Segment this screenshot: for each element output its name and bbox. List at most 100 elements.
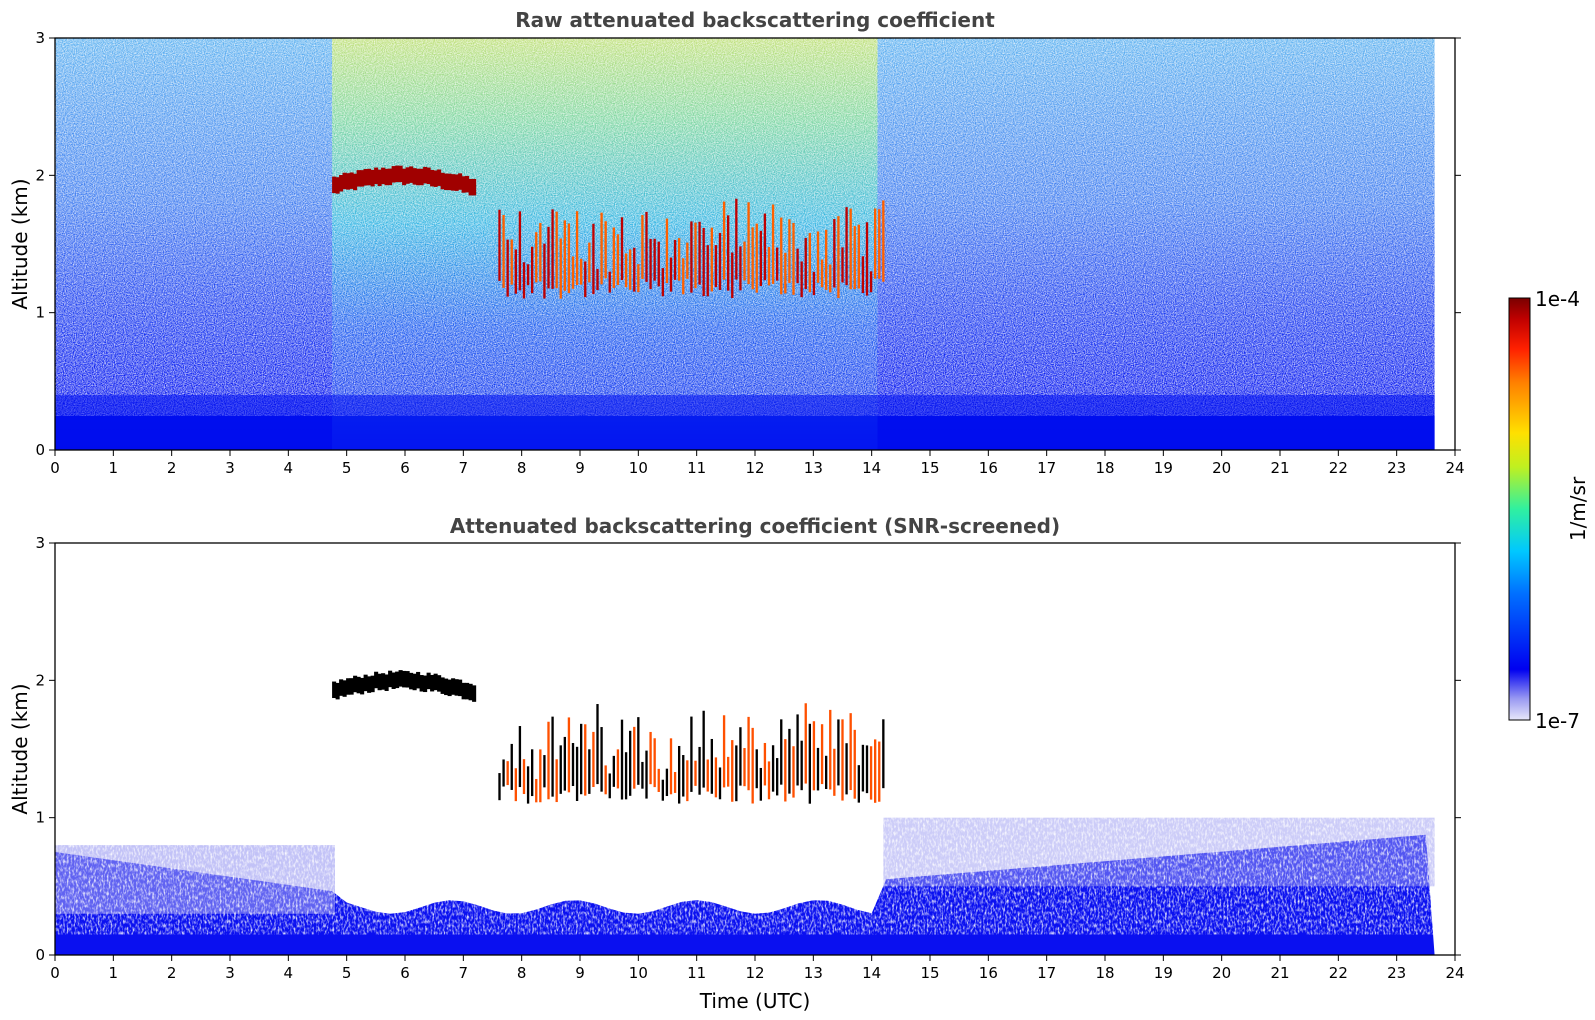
cloud-field-mark bbox=[698, 746, 701, 795]
y-tick-label: 2 bbox=[35, 166, 45, 184]
cloud-layer-mark bbox=[472, 685, 477, 702]
x-tick-label: 22 bbox=[1329, 964, 1348, 982]
cloud-field-mark bbox=[857, 765, 860, 803]
cloud-field-mark bbox=[780, 217, 783, 295]
cloud-field-mark bbox=[812, 271, 816, 296]
cloud-layer-mark bbox=[454, 174, 459, 191]
cloud-field-mark bbox=[804, 237, 807, 290]
cloud-layer-mark bbox=[370, 169, 375, 187]
cloud-field-mark bbox=[624, 752, 628, 800]
cloud-field-mark bbox=[665, 768, 669, 797]
cloud-field-mark bbox=[751, 727, 754, 804]
cloud-layer-mark bbox=[461, 176, 466, 193]
heatmap-panel-0: 0 1 2 3 4 5 6 7 8 9 10 11 12 13 14 15 16 17 18 19 20 21 22 23 24… bbox=[35, 29, 1464, 477]
cloud-field-mark bbox=[682, 258, 685, 295]
cloud-layer-mark bbox=[363, 674, 368, 692]
cloud-field-mark bbox=[498, 209, 501, 281]
cloud-field-mark bbox=[874, 208, 877, 279]
x-tick-label: 20 bbox=[1212, 459, 1231, 477]
cloud-layer-mark bbox=[468, 178, 473, 196]
cloud-layer-mark bbox=[465, 682, 470, 700]
x-tick-label: 13 bbox=[804, 964, 823, 982]
cloud-field-mark bbox=[878, 209, 881, 279]
cloud-layer-mark bbox=[444, 173, 449, 191]
x-tick-label: 1 bbox=[109, 459, 119, 477]
x-tick-label: 2 bbox=[167, 964, 177, 982]
cloud-layer-mark bbox=[370, 675, 375, 693]
x-tick-label: 0 bbox=[50, 459, 60, 477]
cloud-field-mark bbox=[771, 745, 775, 792]
axis-ticks-0: 0 1 2 3 4 5 6 7 8 9 10 11 12 13 14 15 16 17 18 19 20 21 22 23 24… bbox=[35, 29, 1464, 477]
cloud-field-mark bbox=[714, 245, 718, 288]
y-tick-label: 0 bbox=[35, 946, 45, 964]
cloud-field-mark bbox=[661, 268, 664, 297]
cloud-field-mark bbox=[849, 713, 852, 791]
cloud-layer-mark bbox=[349, 172, 354, 189]
cloud-field-mark bbox=[514, 768, 517, 802]
cloud-layer-mark bbox=[381, 167, 386, 185]
cloud-field-mark bbox=[498, 773, 501, 801]
cloud-field-mark bbox=[718, 232, 722, 291]
cloud-field-mark bbox=[792, 222, 795, 295]
cloud-field-mark bbox=[678, 238, 681, 281]
cloud-field-mark bbox=[808, 232, 811, 293]
x-tick-label: 15 bbox=[920, 459, 939, 477]
x-tick-label: 18 bbox=[1095, 964, 1114, 982]
cloud-field-mark bbox=[682, 755, 685, 797]
cloud-field-mark bbox=[759, 230, 762, 287]
cloud-field-mark bbox=[543, 243, 546, 299]
cloud-field-mark bbox=[865, 222, 869, 296]
x-tick-label: 13 bbox=[804, 459, 823, 477]
cloud-field-mark bbox=[727, 756, 730, 787]
cloud-field-mark bbox=[543, 755, 546, 788]
y-tick-label: 1 bbox=[35, 809, 45, 827]
cloud-layer-mark bbox=[395, 671, 400, 689]
cloud-field-mark bbox=[575, 211, 579, 286]
cloud-layer-mark bbox=[461, 682, 466, 700]
x-tick-label: 9 bbox=[575, 459, 585, 477]
cloud-field-mark bbox=[502, 214, 505, 288]
axis-ticks-1: 0 1 2 3 4 5 6 7 8 9 10 11 12 13 14 15 16 17 18 19 20 21 22 23 24… bbox=[35, 534, 1464, 982]
x-tick-label: 1 bbox=[109, 964, 119, 982]
heatmap-data-1 bbox=[55, 670, 1435, 955]
panel-title-1: Attenuated backscattering coefficient (S… bbox=[450, 514, 1060, 538]
cloud-field-mark bbox=[518, 211, 522, 291]
cloud-field-mark bbox=[645, 750, 648, 799]
cloud-field-mark bbox=[763, 213, 767, 281]
cloud-field-mark bbox=[710, 738, 713, 794]
x-tick-label: 5 bbox=[342, 964, 352, 982]
cloud-field-mark bbox=[735, 745, 738, 802]
cloud-field-mark bbox=[669, 738, 673, 795]
x-tick-label: 6 bbox=[400, 964, 410, 982]
cloud-field-mark bbox=[755, 223, 758, 293]
x-tick-label: 6 bbox=[400, 459, 410, 477]
cloud-field-mark bbox=[592, 223, 595, 295]
colorbar-min-label: 1e-7 bbox=[1535, 709, 1580, 733]
cloud-layer-mark bbox=[346, 173, 351, 190]
colorbar-gradient bbox=[1508, 297, 1531, 721]
cloud-field-mark bbox=[739, 246, 742, 291]
raw-noise-overlay bbox=[55, 38, 1435, 416]
cloud-field-mark bbox=[837, 719, 840, 786]
x-tick-label: 21 bbox=[1270, 459, 1289, 477]
panel-title-0: Raw attenuated backscattering coefficien… bbox=[515, 8, 995, 32]
cloud-field-mark bbox=[874, 739, 877, 803]
x-tick-label: 0 bbox=[50, 964, 60, 982]
cloud-field-mark bbox=[547, 226, 550, 289]
cloud-layer-mark bbox=[412, 673, 417, 691]
cloud-layer-mark bbox=[342, 680, 347, 697]
x-tick-label: 2 bbox=[167, 459, 177, 477]
cloud-field-mark bbox=[563, 736, 566, 791]
cloud-layer-mark bbox=[447, 679, 452, 697]
cloud-field-mark bbox=[776, 247, 779, 281]
cloud-field-mark bbox=[743, 748, 746, 787]
cloud-layer-mark bbox=[409, 672, 414, 690]
cloud-layer-mark bbox=[423, 166, 428, 184]
cloud-field-mark bbox=[735, 198, 738, 280]
cloud-layer-mark bbox=[412, 168, 417, 185]
cloud-layer-mark bbox=[416, 671, 421, 689]
cloud-field-mark bbox=[575, 746, 579, 801]
cloud-layer-mark bbox=[433, 170, 438, 187]
cloud-field-mark bbox=[878, 741, 881, 802]
cloud-field-mark bbox=[506, 761, 509, 786]
